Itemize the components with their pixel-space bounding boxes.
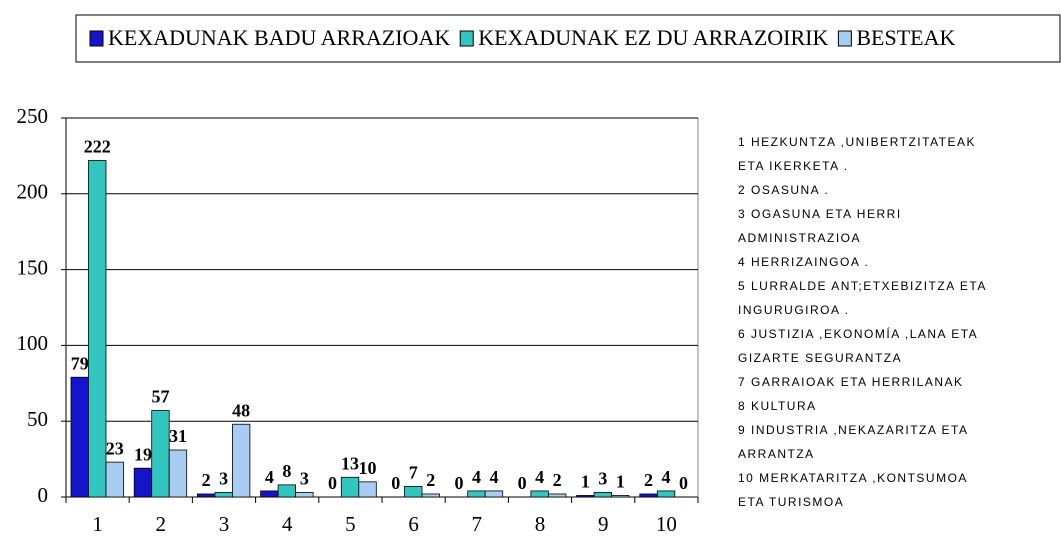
bar (358, 481, 377, 498)
x-tick-label: 6 (408, 512, 419, 536)
y-tick-label: 0 (38, 483, 49, 507)
bar (168, 449, 188, 498)
data-label: 57 (151, 387, 169, 407)
bar (133, 467, 153, 498)
note: 3 OGASUNA ETA HERRI (738, 207, 902, 221)
bar (260, 490, 279, 498)
data-label: 4 (472, 467, 481, 487)
data-label: 0 (328, 473, 337, 493)
data-label: 222 (84, 137, 111, 157)
note: ETA IKERKETA . (738, 159, 849, 173)
bar (231, 423, 251, 498)
note: 5 LURRALDE ANT;ETXEBIZITZA ETA (738, 279, 987, 293)
bar (548, 493, 567, 498)
bar (639, 493, 658, 498)
note: 9 INDUSTRIA ,NEKAZARITZA ETA (738, 423, 968, 437)
data-label: 10 (359, 458, 377, 478)
x-tick-label: 2 (156, 512, 167, 536)
legend-swatch (837, 30, 852, 47)
data-label: 4 (535, 467, 544, 487)
x-tick-label: 3 (219, 512, 230, 536)
y-tick-label: 250 (17, 104, 49, 128)
bar (611, 495, 630, 498)
data-label: 31 (169, 426, 187, 446)
legend-label: BESTEAK (856, 25, 955, 50)
note: ETA TURISMOA (738, 495, 844, 509)
data-label: 7 (409, 463, 418, 483)
data-label: 3 (300, 469, 309, 489)
x-tick-label: 4 (282, 512, 293, 536)
note: 8 KULTURA (738, 399, 817, 413)
x-tick-label: 7 (472, 512, 483, 536)
bar (151, 410, 170, 498)
note: 7 GARRAIOAK ETA HERRILANAK (738, 375, 964, 389)
note: 4 HERRIZAINGOA . (738, 255, 869, 269)
x-tick-label: 1 (92, 512, 103, 536)
bar (295, 492, 314, 498)
x-tick-label: 5 (345, 512, 356, 536)
bar (467, 490, 486, 498)
bar (70, 376, 89, 498)
legend-swatch (459, 30, 474, 47)
data-label: 1 (616, 472, 625, 492)
note: 2 OSASUNA . (738, 183, 829, 197)
data-label: 1 (581, 472, 590, 492)
legend-label: KEXADUNAK EZ DU ARRAZOIRIK (478, 25, 828, 50)
y-tick-label: 200 (17, 180, 49, 204)
bar (593, 492, 612, 498)
data-label: 0 (679, 473, 688, 493)
data-label: 13 (341, 453, 359, 473)
y-tick-label: 150 (17, 255, 49, 279)
data-label: 79 (71, 353, 89, 373)
note: 10 MERKATARITZA ,KONTSUMOA (738, 471, 968, 485)
note: GIZARTE SEGURANTZA (738, 351, 902, 365)
note: INGURUGIROA . (738, 303, 850, 317)
data-label: 48 (232, 400, 250, 420)
legend-box (75, 14, 1061, 63)
bar (105, 461, 124, 498)
data-label: 2 (553, 470, 562, 490)
data-label: 23 (106, 438, 124, 458)
x-tick-label: 9 (598, 512, 609, 536)
bar (656, 490, 676, 498)
bar (277, 484, 297, 498)
bar (484, 490, 504, 498)
data-label: 0 (454, 473, 463, 493)
note: ADMINISTRAZIOA (738, 231, 861, 245)
y-tick-label: 100 (17, 331, 49, 355)
data-label: 4 (265, 467, 274, 487)
note: 6 JUSTIZIA ,EKONOMÍA ,LANA ETA (738, 326, 978, 341)
data-label: 3 (219, 469, 228, 489)
data-label: 0 (518, 473, 527, 493)
data-label: 8 (282, 461, 291, 481)
x-tick-label: 8 (535, 512, 546, 536)
data-label: 0 (391, 473, 400, 493)
bar (88, 160, 107, 498)
note: ARRANTZA (738, 447, 815, 461)
bar (576, 495, 595, 498)
bar (404, 485, 423, 498)
bar (421, 493, 440, 498)
data-label: 3 (598, 469, 607, 489)
legend-swatch (89, 30, 104, 47)
y-tick-label: 50 (27, 407, 48, 431)
bar (196, 493, 216, 498)
note: 1 HEZKUNTZA ,UNIBERTZITATEAK (738, 135, 976, 149)
bar (214, 492, 233, 498)
data-label: 2 (202, 470, 211, 490)
data-label: 4 (662, 467, 671, 487)
bar (530, 490, 549, 498)
x-tick-label: 10 (656, 512, 677, 536)
data-label: 2 (644, 470, 653, 490)
bar (340, 476, 360, 498)
data-label: 19 (134, 444, 152, 464)
data-label: 2 (426, 470, 435, 490)
data-label: 4 (489, 467, 498, 487)
legend-label: KEXADUNAK BADU ARRAZIOAK (108, 25, 450, 50)
